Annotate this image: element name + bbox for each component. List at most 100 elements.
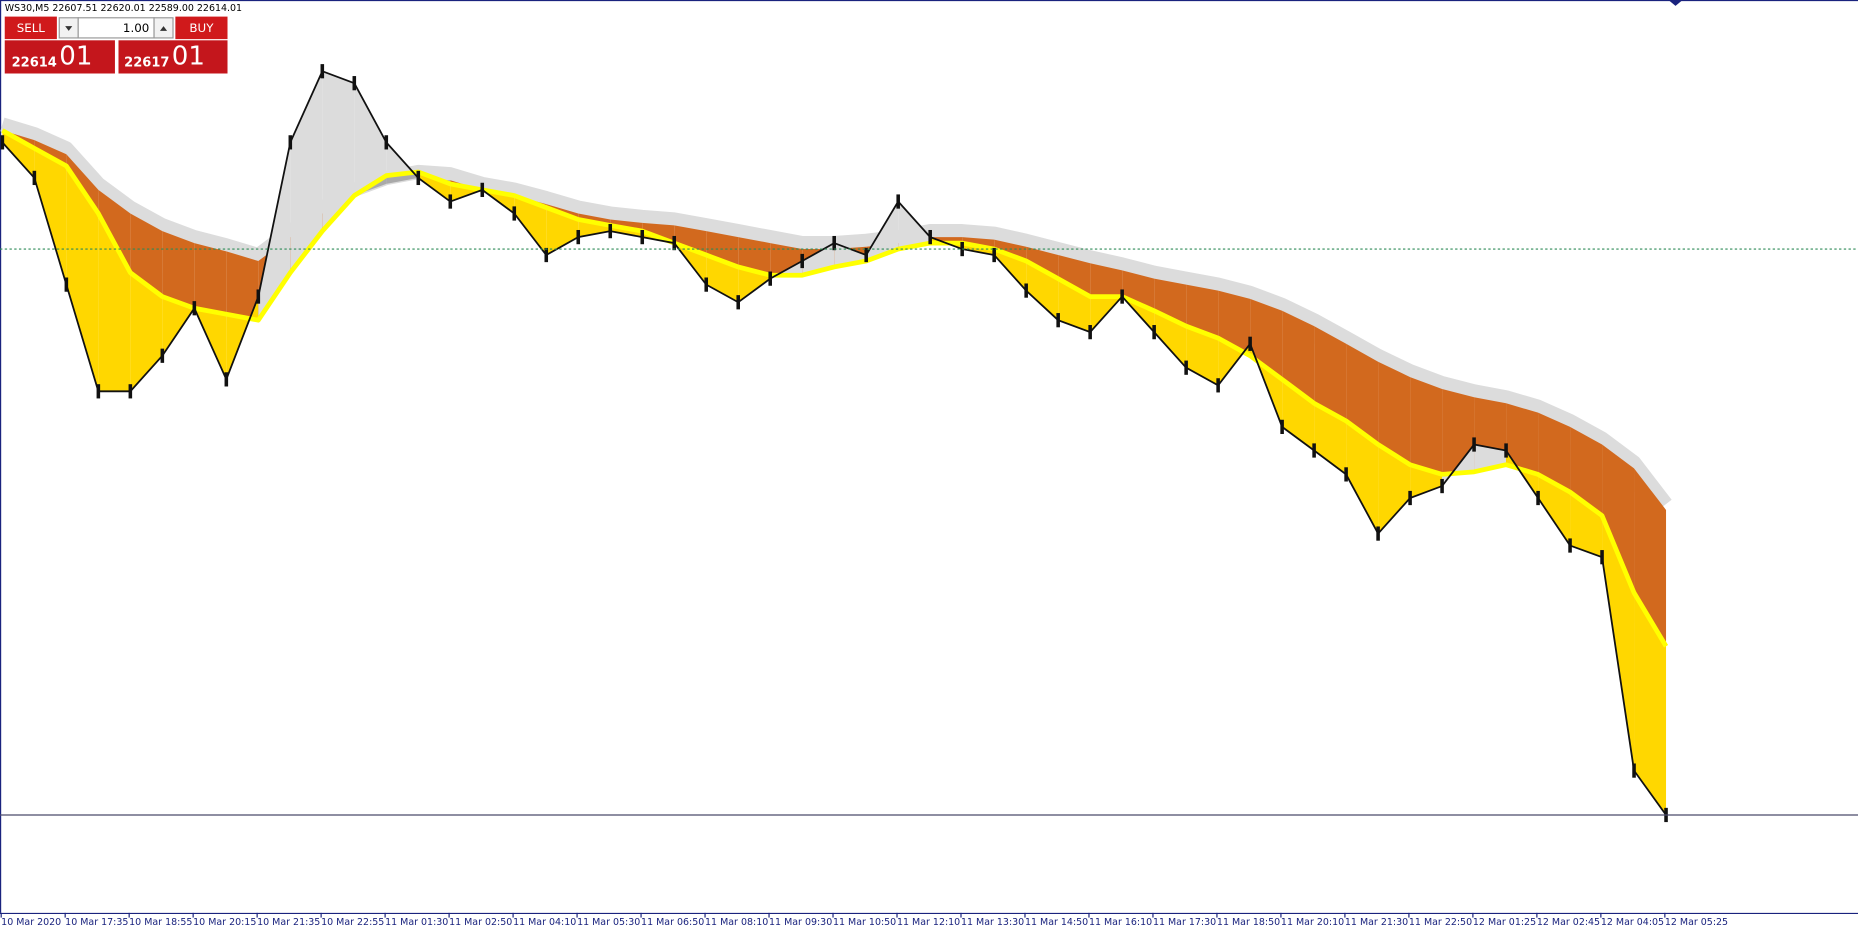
candle — [1120, 289, 1124, 304]
candle — [1632, 763, 1636, 778]
candle — [448, 194, 453, 209]
x-tick-label: 12 Mar 01:25 — [1473, 917, 1536, 928]
x-tick-label: 11 Mar 09:30 — [769, 917, 832, 928]
ma-band — [1218, 290, 1251, 356]
candle — [224, 372, 229, 387]
x-tick-label: 11 Mar 02:50 — [449, 917, 512, 928]
candle — [1376, 526, 1380, 541]
lot-value: 1.00 — [123, 21, 149, 35]
x-tick-label: 11 Mar 22:50 — [1409, 917, 1472, 928]
x-tick-label: 11 Mar 12:10 — [897, 917, 960, 928]
buy-price-box[interactable] — [118, 40, 228, 74]
price-fill — [130, 272, 163, 392]
ma-band — [1442, 389, 1475, 475]
x-tick-label: 11 Mar 17:30 — [1153, 917, 1216, 928]
x-tick-label: 10 Mar 20:15 — [193, 917, 256, 928]
ma-band — [1314, 326, 1347, 421]
sell-button[interactable] — [4, 16, 57, 40]
price-fill — [162, 296, 195, 356]
candle — [1280, 419, 1284, 434]
sell-price-box[interactable] — [4, 40, 115, 74]
price-fill — [898, 201, 931, 250]
candle — [544, 247, 549, 263]
price-fill — [738, 266, 771, 303]
ma-band — [1538, 412, 1571, 493]
candle — [1344, 467, 1348, 482]
candle — [800, 253, 804, 269]
plot: 10 Mar 2020 10 Mar 17:35 10 Mar 18:55 10 Ma… — [0, 64, 1858, 928]
price-fill — [1538, 474, 1571, 546]
up-arrow — [159, 26, 168, 31]
candle — [832, 235, 836, 251]
candle — [640, 229, 645, 245]
x-tick-label: 10 Mar 21:35 — [257, 917, 320, 928]
candle — [128, 384, 133, 399]
candle — [992, 247, 996, 263]
price-fill — [706, 255, 739, 303]
candle — [96, 384, 101, 399]
ma-band — [1570, 426, 1603, 516]
ma-band — [1122, 270, 1155, 311]
sell-price: 22614 — [12, 55, 57, 70]
ma-band — [1186, 284, 1219, 339]
buy-price: 22617 — [124, 55, 169, 70]
x-tick-label: 10 Mar 18:55 — [129, 917, 192, 928]
candle — [1600, 550, 1604, 565]
x-tick-label: 11 Mar 18:50 — [1217, 917, 1280, 928]
candle — [192, 301, 197, 316]
price-fill — [354, 83, 387, 196]
price-fill — [258, 142, 291, 321]
x-tick-label: 11 Mar 21:30 — [1345, 917, 1408, 928]
candle — [1568, 538, 1572, 553]
buy-label: BUY — [189, 21, 214, 35]
down-arrow — [65, 26, 73, 31]
ma-band — [1410, 377, 1443, 475]
price-fill — [418, 171, 451, 202]
price-fill — [1154, 310, 1187, 368]
ma-band — [98, 189, 131, 273]
price-fill — [290, 71, 323, 273]
candle — [1440, 478, 1444, 494]
buy-button[interactable] — [175, 16, 228, 40]
ma-band — [1506, 403, 1539, 475]
ma-band — [1026, 246, 1059, 279]
x-tick-label: 10 Mar 2020 — [1, 917, 61, 928]
candle — [1536, 490, 1540, 506]
price-fill — [1346, 420, 1379, 534]
ma-band — [674, 225, 707, 256]
buy-price-digits: 01 — [172, 41, 205, 71]
x-tick-label: 10 Mar 17:35 — [65, 917, 128, 928]
candle — [768, 271, 772, 286]
sell-price-digits: 01 — [59, 41, 92, 71]
x-tick-label: 11 Mar 20:10 — [1281, 917, 1344, 928]
x-tick-label: 11 Mar 13:30 — [961, 917, 1024, 928]
price-fill — [66, 165, 99, 392]
candle — [0, 135, 5, 150]
candle — [1408, 490, 1412, 506]
candle — [1504, 443, 1508, 458]
candle — [1248, 336, 1252, 351]
x-tick-label: 11 Mar 04:10 — [513, 917, 576, 928]
price-fill — [546, 207, 579, 256]
x-tick-label: 12 Mar 05:25 — [1665, 917, 1728, 928]
candle — [1312, 443, 1316, 458]
x-tick-label: 11 Mar 16:10 — [1089, 917, 1152, 928]
candle — [480, 182, 485, 197]
candle — [736, 295, 741, 310]
x-tick-label: 11 Mar 14:50 — [1025, 917, 1088, 928]
price-fill — [1378, 444, 1411, 534]
candle — [256, 289, 261, 304]
ma-band — [738, 237, 771, 276]
price-fill — [1058, 278, 1091, 333]
candle — [320, 64, 325, 79]
price-fill — [1314, 403, 1347, 475]
x-tick-label: 11 Mar 08:10 — [705, 917, 768, 928]
price-fill — [1570, 492, 1603, 558]
trade-panel: SELL 1.00 BUY 22614 01 22617 01 — [4, 16, 228, 74]
price-fill — [514, 195, 547, 256]
shift-marker — [1668, 0, 1683, 6]
x-tick-label: 11 Mar 10:50 — [833, 917, 896, 928]
candle — [384, 135, 389, 150]
